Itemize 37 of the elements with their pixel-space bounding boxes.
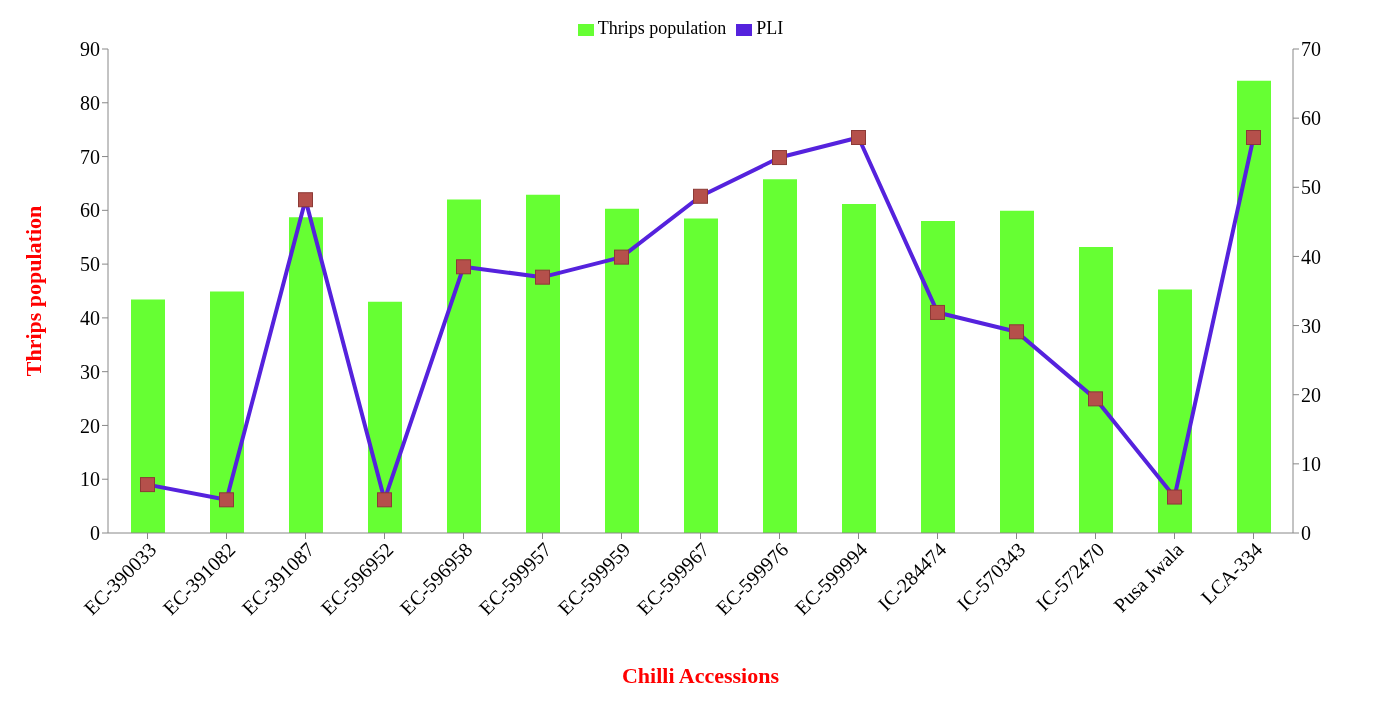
y-tick-label: 20 [80,414,100,437]
y2-tick-label: 20 [1301,383,1321,406]
y-tick-label: 40 [80,306,100,329]
y-tick-label: 10 [80,468,100,491]
legend-label: Thrips population [597,18,727,38]
bar [1158,289,1192,533]
y-tick-label: 30 [80,360,100,383]
bar [289,217,323,533]
legend-label: PLI [756,18,784,38]
bar [684,218,718,533]
bar [526,194,560,533]
y-tick-label: 50 [80,253,100,276]
bar [921,221,955,533]
bar [447,199,481,533]
bar [1237,80,1271,533]
y2-tick-label: 30 [1301,314,1321,337]
bar [605,208,639,533]
bar [210,291,244,533]
bar [763,179,797,533]
bar [842,203,876,533]
y-tick-label: 70 [80,145,100,168]
y2-tick-label: 40 [1301,245,1321,268]
x-axis-title: Chilli Accessions [621,663,780,688]
y2-tick-label: 50 [1301,176,1321,199]
y-tick-label: 60 [80,199,100,222]
y2-tick-label: 0 [1301,522,1311,545]
bar [131,299,165,533]
y-tick-label: 0 [90,522,100,545]
y-axis-title: Thrips population [20,205,46,377]
bar [1000,210,1034,533]
bar [368,301,402,533]
y2-tick-label: 70 [1301,38,1321,61]
y2-tick-label: 60 [1301,107,1321,130]
y2-tick-label: 10 [1301,452,1321,475]
bar [1079,246,1113,533]
y-tick-label: 80 [80,91,100,114]
y-tick-label: 90 [80,38,100,61]
